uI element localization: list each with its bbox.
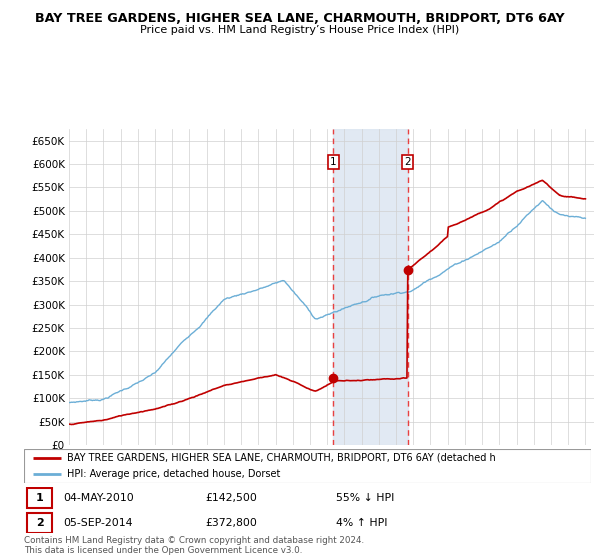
Text: £142,500: £142,500 [205, 493, 257, 503]
Bar [333, 129, 408, 445]
Text: 55% ↓ HPI: 55% ↓ HPI [336, 493, 394, 503]
Text: £372,800: £372,800 [205, 518, 257, 528]
FancyBboxPatch shape [27, 513, 52, 533]
Text: Contains HM Land Registry data © Crown copyright and database right 2024.
This d: Contains HM Land Registry data © Crown c… [24, 536, 364, 556]
Text: 4% ↑ HPI: 4% ↑ HPI [336, 518, 388, 528]
FancyBboxPatch shape [27, 488, 52, 508]
Text: 2: 2 [404, 157, 411, 167]
Text: BAY TREE GARDENS, HIGHER SEA LANE, CHARMOUTH, BRIDPORT, DT6 6AY: BAY TREE GARDENS, HIGHER SEA LANE, CHARM… [35, 12, 565, 25]
Text: HPI: Average price, detached house, Dorset: HPI: Average price, detached house, Dors… [67, 469, 280, 479]
Text: 04-MAY-2010: 04-MAY-2010 [64, 493, 134, 503]
Text: BAY TREE GARDENS, HIGHER SEA LANE, CHARMOUTH, BRIDPORT, DT6 6AY (detached h: BAY TREE GARDENS, HIGHER SEA LANE, CHARM… [67, 453, 495, 463]
Text: Price paid vs. HM Land Registry’s House Price Index (HPI): Price paid vs. HM Land Registry’s House … [140, 25, 460, 35]
Text: 2: 2 [36, 518, 43, 528]
Text: 1: 1 [36, 493, 43, 503]
Text: 1: 1 [330, 157, 337, 167]
Text: 05-SEP-2014: 05-SEP-2014 [64, 518, 133, 528]
